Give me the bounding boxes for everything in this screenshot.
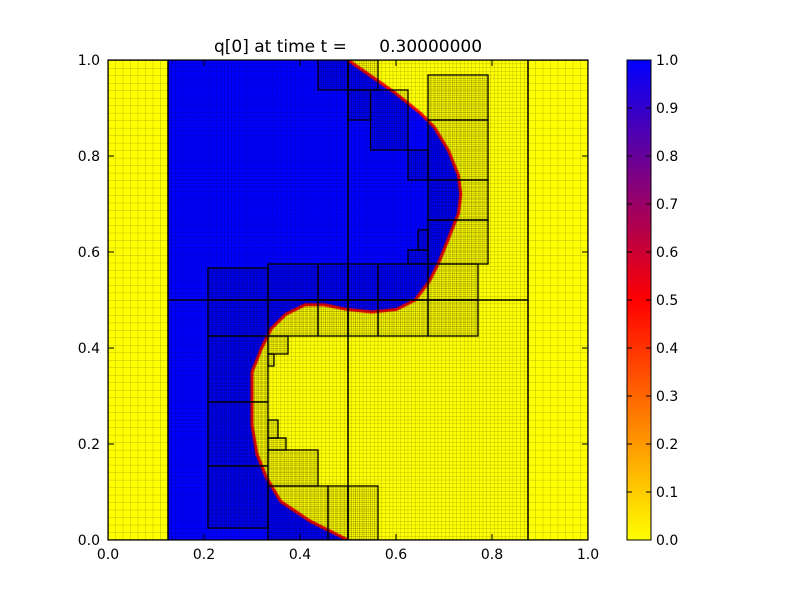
plot-frame [107,59,589,541]
x-tick-label: 1.0 [577,547,599,563]
amr-patch [267,353,275,367]
y-tick-label: 0.4 [78,341,100,357]
colorbar-tick-label: 0.0 [656,533,678,549]
amr-patch [527,60,588,540]
x-axis: 0.0 0.2 0.4 0.6 0.8 1.0 [97,60,599,563]
colorbar-ticks: 0.0 0.1 0.2 0.3 0.4 0.5 0.6 0.7 0.8 0.9 1.0 [627,53,678,549]
colorbar-tick-label: 0.8 [656,149,678,165]
amr-patch [347,485,379,540]
amr-patch [369,89,409,151]
colorbar-tick-label: 0.4 [656,341,678,357]
x-tick-label: 0.8 [481,547,503,563]
amr-patch-borders [108,60,588,540]
amr-patch [427,299,479,337]
y-tick-label: 0.0 [78,533,100,549]
y-tick-label: 0.6 [78,245,100,261]
x-tick-label: 0.2 [193,547,215,563]
x-tick-label: 0.6 [385,547,407,563]
colorbar-tick-label: 1.0 [656,53,678,69]
colorbar-tick-label: 0.7 [656,197,678,213]
colorbar-tick-label: 0.9 [656,101,678,117]
x-tick-label: 0.4 [289,547,311,563]
colorbar-tick-label: 0.1 [656,485,678,501]
colorbar-tick-label: 0.5 [656,293,678,309]
y-tick-label: 0.2 [78,437,100,453]
grid-cell-lines [370,90,408,151]
amr-grid [108,60,588,540]
colorbar-tick-label: 0.6 [656,245,678,261]
y-axis: 0.0 0.2 0.4 0.6 0.8 1.0 [78,53,588,549]
colorbar: 0.0 0.1 0.2 0.3 0.4 0.5 0.6 0.7 0.8 0.9 1.0 [626,53,678,549]
plot-area [107,59,589,541]
amr-patch [267,335,289,355]
colorbar-tick-label: 0.3 [656,389,678,405]
y-tick-label: 0.8 [78,149,100,165]
colorbar-tick-label: 0.2 [656,437,678,453]
chart-title: q[0] at time t = 0.30000000 [214,37,482,57]
x-tick-label: 0.0 [97,547,119,563]
y-tick-label: 1.0 [78,53,100,69]
